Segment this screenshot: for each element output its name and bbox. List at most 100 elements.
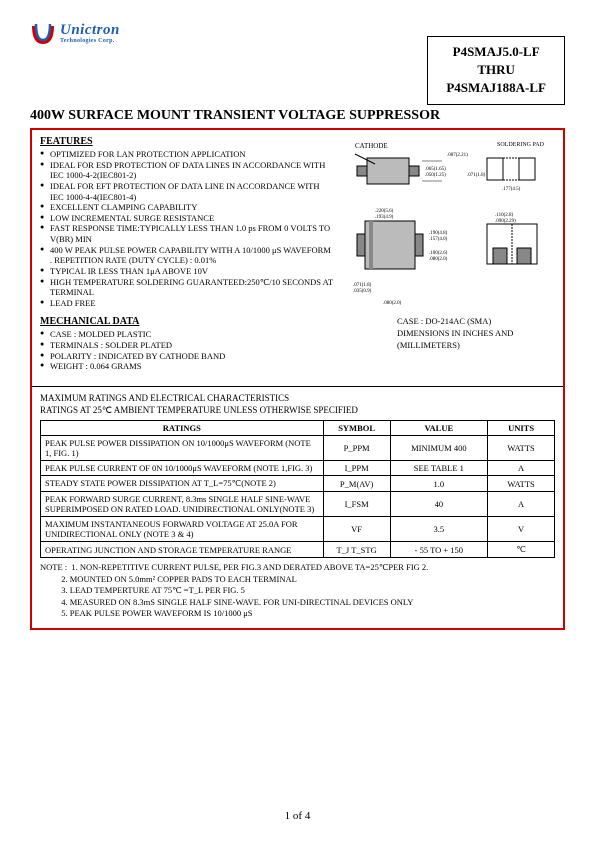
table-row: MAXIMUM INSTANTANEOUS FORWARD VOLTAGE AT… <box>41 517 555 542</box>
mechanical-item: CASE : MOLDED PLASTIC <box>40 329 335 340</box>
mechanical-heading: MECHANICAL DATA <box>40 316 335 327</box>
svg-text:.110(2.8): .110(2.8) <box>495 213 513 218</box>
col-symbol: SYMBOL <box>323 421 390 436</box>
diagram-column: CATHODE SOLDERING PAD .065(1.65) .050(1.… <box>341 136 562 380</box>
part-line-1: P4SMAJ5.0-LF <box>446 43 546 61</box>
ratings-header: MAXIMUM RATINGS AND ELECTRICAL CHARACTER… <box>40 393 555 416</box>
note-line: 5. PEAK PULSE POWER WAVEFORM IS 10/1000 … <box>40 608 555 619</box>
svg-text:.071(1.8): .071(1.8) <box>353 283 372 288</box>
ratings-table: RATINGS SYMBOL VALUE UNITS PEAK PULSE PO… <box>40 420 555 558</box>
logo: Unictron Technologies Corp. <box>30 20 120 46</box>
table-cell: PEAK FORWARD SURGE CURRENT, 8.3ms SINGLE… <box>41 492 324 517</box>
svg-text:.190(4.8): .190(4.8) <box>429 231 448 236</box>
table-cell: VF <box>323 517 390 542</box>
svg-text:.177(4.5): .177(4.5) <box>502 187 521 192</box>
table-cell: A <box>488 461 555 476</box>
svg-text:.087(2.21): .087(2.21) <box>447 153 468 158</box>
feature-item: FAST RESPONSE TIME:TYPICALLY LESS THAN 1… <box>40 223 335 244</box>
table-cell: OPERATING JUNCTION AND STORAGE TEMPERATU… <box>41 542 324 558</box>
feature-item: TYPICAL IR LESS THAN 1μA ABOVE 10V <box>40 266 335 277</box>
table-row: PEAK PULSE CURRENT OF 0N 10/1000μS WAVEF… <box>41 461 555 476</box>
note-line: 3. LEAD TEMPERTURE AT 75℃ =T_L PER FIG. … <box>40 585 555 596</box>
left-column: FEATURES OPTIMIZED FOR LAN PROTECTION AP… <box>40 136 341 380</box>
table-cell: I_FSM <box>323 492 390 517</box>
feature-item: 400 W PEAK PULSE POWER CAPABILITY WITH A… <box>40 245 335 266</box>
svg-text:.080(2.0): .080(2.0) <box>383 301 402 306</box>
table-cell: MAXIMUM INSTANTANEOUS FORWARD VOLTAGE AT… <box>41 517 324 542</box>
main-content-box: FEATURES OPTIMIZED FOR LAN PROTECTION AP… <box>30 128 565 630</box>
table-cell: SEE TABLE 1 <box>390 461 488 476</box>
table-cell: 40 <box>390 492 488 517</box>
features-list: OPTIMIZED FOR LAN PROTECTION APPLICATION… <box>40 149 335 308</box>
svg-text:.220(5.6): .220(5.6) <box>375 209 394 214</box>
case-note: CASE : DO-214AC (SMA) DIMENSIONS IN INCH… <box>347 316 562 352</box>
svg-text:.065(1.65): .065(1.65) <box>425 167 446 172</box>
svg-text:.100(2.6): .100(2.6) <box>429 251 448 256</box>
feature-item: HIGH TEMPERATURE SOLDERING GUARANTEED:25… <box>40 277 335 298</box>
mechanical-item: POLARITY : INDICATED BY CATHODE BAND <box>40 351 335 362</box>
table-cell: T_J T_STG <box>323 542 390 558</box>
page-title: 400W SURFACE MOUNT TRANSIENT VOLTAGE SUP… <box>30 108 440 124</box>
ratings-header-1: MAXIMUM RATINGS AND ELECTRICAL CHARACTER… <box>40 393 555 405</box>
col-ratings: RATINGS <box>41 421 324 436</box>
feature-item: EXCELLENT CLAMPING CAPABILITY <box>40 202 335 213</box>
svg-text:.080(2.0): .080(2.0) <box>429 257 448 262</box>
mechanical-item: WEIGHT : 0.064 GRAMS <box>40 361 335 372</box>
table-row: PEAK PULSE POWER DISSIPATION ON 10/1000μ… <box>41 436 555 461</box>
table-cell: A <box>488 492 555 517</box>
features-heading: FEATURES <box>40 136 335 147</box>
table-cell: P_M(AV) <box>323 476 390 492</box>
table-row: OPERATING JUNCTION AND STORAGE TEMPERATU… <box>41 542 555 558</box>
cathode-label: CATHODE <box>355 142 388 150</box>
note-line: 4. MEASURED ON 8.3mS SINGLE HALF SINE-WA… <box>40 597 555 608</box>
brand-sub: Technologies Corp. <box>60 38 120 44</box>
mechanical-item: TERMINALS : SOLDER PLATED <box>40 340 335 351</box>
logo-text: Unictron Technologies Corp. <box>60 23 120 44</box>
package-diagram: CATHODE SOLDERING PAD .065(1.65) .050(1.… <box>347 136 562 316</box>
section-divider <box>32 386 563 387</box>
feature-item: IDEAL FOR EFT PROTECTION OF DATA LINE IN… <box>40 181 335 202</box>
case-line-2: DIMENSIONS IN INCHES AND (MILLIMETERS) <box>397 328 562 352</box>
col-value: VALUE <box>390 421 488 436</box>
logo-mark-icon <box>30 20 56 46</box>
notes-block: NOTE : 1. NON-REPETITIVE CURRENT PULSE, … <box>40 562 555 619</box>
feature-item: LEAD FREE <box>40 298 335 309</box>
soldering-pad-label: SOLDERING PAD <box>497 142 545 148</box>
svg-text:.157(4.0): .157(4.0) <box>429 237 448 242</box>
table-cell: - 55 TO + 150 <box>390 542 488 558</box>
mechanical-list: CASE : MOLDED PLASTICTERMINALS : SOLDER … <box>40 329 335 372</box>
table-cell: ℃ <box>488 542 555 558</box>
table-row: PEAK FORWARD SURGE CURRENT, 8.3ms SINGLE… <box>41 492 555 517</box>
note-line: 2. MOUNTED ON 5.0mm² COPPER PADS TO EACH… <box>40 574 555 585</box>
part-line-2: THRU <box>446 61 546 79</box>
table-cell: PEAK PULSE CURRENT OF 0N 10/1000μS WAVEF… <box>41 461 324 476</box>
table-row: STEADY STATE POWER DISSIPATION AT T_L=75… <box>41 476 555 492</box>
case-line-1: CASE : DO-214AC (SMA) <box>397 316 562 328</box>
table-cell: P_PPM <box>323 436 390 461</box>
table-cell: 3.5 <box>390 517 488 542</box>
feature-item: IDEAL FOR ESD PROTECTION OF DATA LINES I… <box>40 160 335 181</box>
svg-text:.090(2.29): .090(2.29) <box>495 219 516 224</box>
ratings-header-2: RATINGS AT 25℃ AMBIENT TEMPERATURE UNLES… <box>40 405 555 417</box>
feature-item: LOW INCREMENTAL SURGE RESISTANCE <box>40 213 335 224</box>
table-cell: WATTS <box>488 476 555 492</box>
svg-text:.035(0.9): .035(0.9) <box>353 289 372 294</box>
table-cell: WATTS <box>488 436 555 461</box>
svg-text:.071(1.8): .071(1.8) <box>467 173 486 178</box>
table-cell: PEAK PULSE POWER DISSIPATION ON 10/1000μ… <box>41 436 324 461</box>
note-line: NOTE : 1. NON-REPETITIVE CURRENT PULSE, … <box>40 562 555 573</box>
table-cell: STEADY STATE POWER DISSIPATION AT T_L=75… <box>41 476 324 492</box>
brand-name: Unictron <box>60 23 120 38</box>
svg-text:.050(1.25): .050(1.25) <box>425 173 446 178</box>
page-number: 1 of 4 <box>0 810 595 822</box>
part-number-box: P4SMAJ5.0-LF THRU P4SMAJ188A-LF <box>427 36 565 105</box>
col-units: UNITS <box>488 421 555 436</box>
table-cell: I_PPM <box>323 461 390 476</box>
table-cell: MINIMUM 400 <box>390 436 488 461</box>
table-cell: 1.0 <box>390 476 488 492</box>
part-line-3: P4SMAJ188A-LF <box>446 79 546 97</box>
table-cell: V <box>488 517 555 542</box>
feature-item: OPTIMIZED FOR LAN PROTECTION APPLICATION <box>40 149 335 160</box>
table-header-row: RATINGS SYMBOL VALUE UNITS <box>41 421 555 436</box>
svg-text:.193(4.9): .193(4.9) <box>375 215 394 220</box>
